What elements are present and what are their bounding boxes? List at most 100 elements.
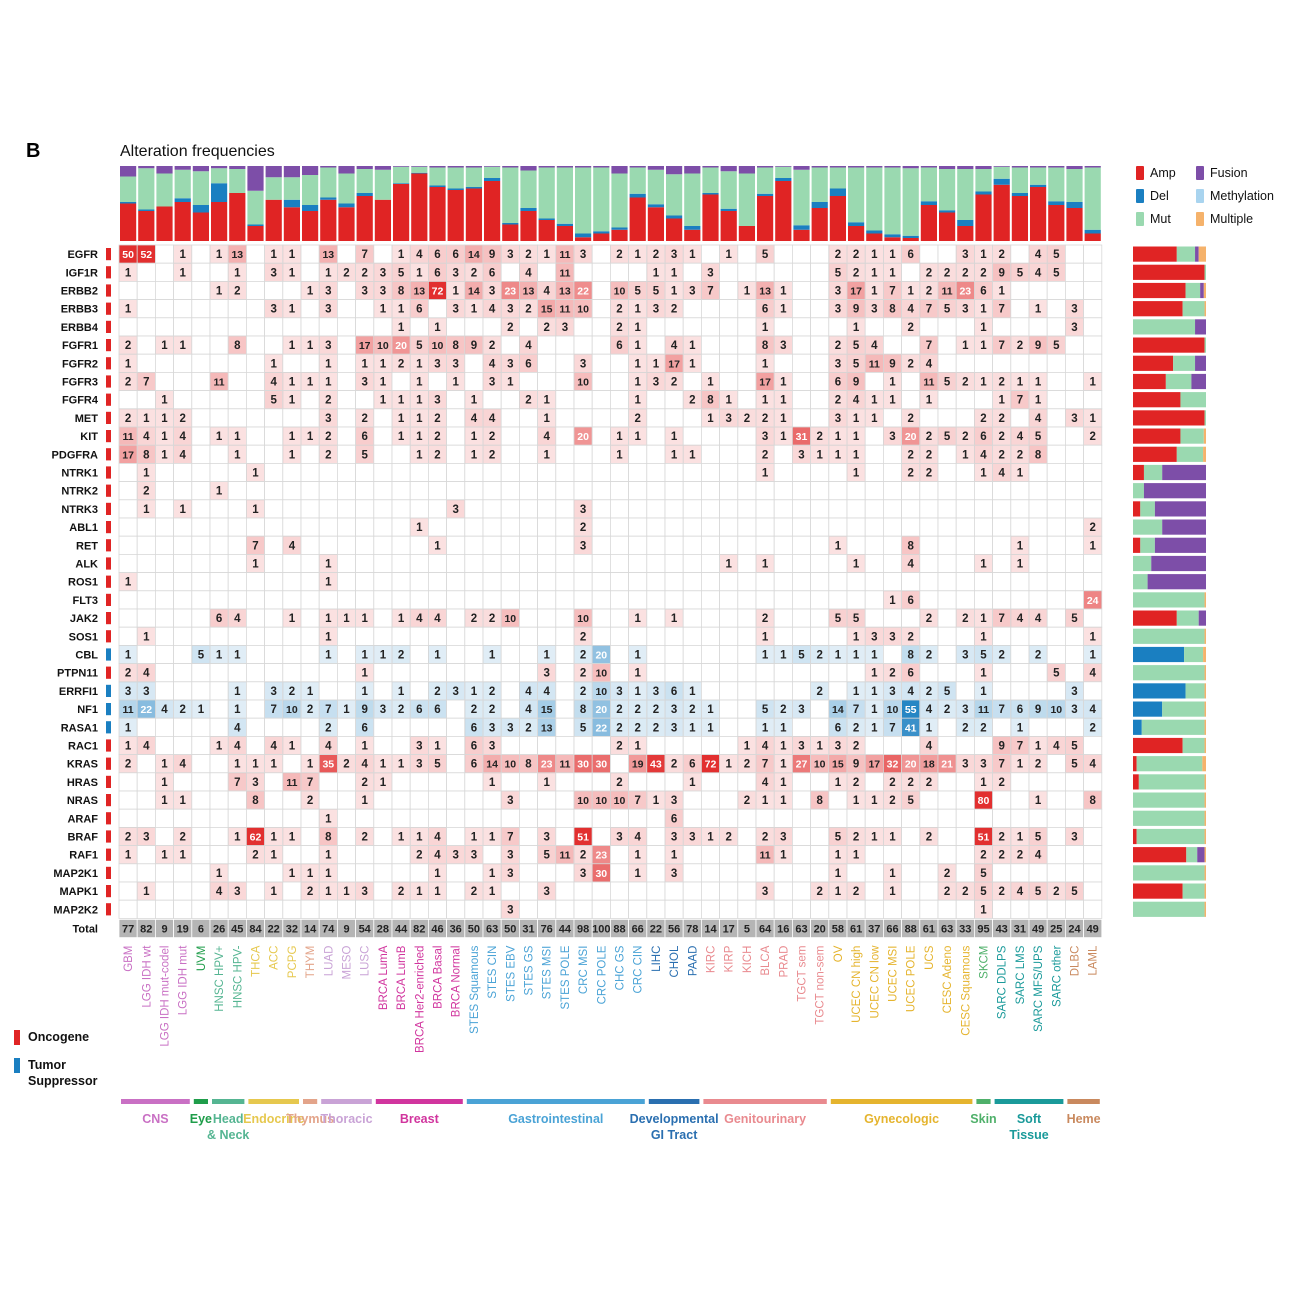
heatmap-cell — [264, 408, 284, 428]
group-label: Heme — [1067, 1112, 1101, 1126]
heatmap-cell — [701, 845, 721, 865]
heatmap-cell — [154, 280, 174, 300]
heatmap-cell — [1046, 499, 1066, 519]
cell-value: 7 — [252, 540, 258, 552]
heatmap-cell — [1065, 717, 1085, 737]
heatmap-cell — [227, 626, 247, 646]
cell-value: 5 — [1035, 832, 1042, 844]
heatmap-cell — [118, 899, 138, 919]
heatmap-cell — [464, 353, 484, 373]
cell-value: 3 — [507, 904, 513, 916]
heatmap-cell — [336, 845, 356, 865]
group-label: Gastrointestinal — [508, 1112, 603, 1126]
gene-label: ARAF — [67, 813, 98, 825]
cell-value: 1 — [216, 286, 223, 298]
cell-value: 5 — [835, 267, 842, 279]
heatmap-cell — [482, 663, 502, 683]
cell-value: 7 — [889, 286, 895, 298]
cell-value: 1 — [361, 668, 368, 680]
cell-value: 8 — [525, 759, 532, 771]
heatmap-cell — [482, 517, 502, 537]
cell-value: 4 — [471, 413, 478, 425]
cell-value: 3 — [762, 431, 768, 443]
heatmap-cell — [864, 535, 884, 555]
heatmap-cell — [500, 572, 520, 592]
cell-value: 10 — [1050, 704, 1062, 716]
total-value: 46 — [431, 924, 443, 936]
cell-value: 1 — [543, 249, 550, 261]
top-bar-segment-mut — [429, 167, 446, 186]
heatmap-cell — [154, 808, 174, 828]
top-bar-segment-fusion — [884, 166, 901, 168]
heatmap-cell — [136, 554, 156, 574]
heatmap-cell — [719, 317, 739, 337]
cell-value: 1 — [252, 759, 259, 771]
top-bar-segment-mut — [593, 167, 610, 232]
heatmap-cell — [500, 335, 520, 355]
heatmap-cell — [810, 863, 830, 883]
heatmap-cell — [1046, 790, 1066, 810]
cell-value: 1 — [980, 613, 987, 625]
heatmap-cell — [1028, 681, 1048, 701]
top-bar-segment-del — [611, 227, 628, 230]
heatmap-cell — [773, 517, 793, 537]
cell-value: 9 — [361, 704, 367, 716]
cell-value: 1 — [889, 832, 896, 844]
heatmap-cell — [701, 899, 721, 919]
cell-value: 2 — [926, 777, 932, 789]
heatmap-cell — [318, 790, 338, 810]
cell-value: 1 — [216, 868, 223, 880]
heatmap-cell — [373, 808, 393, 828]
top-bar-segment-amp — [611, 229, 628, 241]
total-value: 78 — [686, 924, 698, 936]
side-bar-segment-amp — [1133, 464, 1144, 481]
cell-value: 3 — [889, 431, 895, 443]
cell-value: 2 — [998, 850, 1004, 862]
heatmap-cell — [591, 444, 611, 464]
cell-value: 2 — [289, 686, 295, 698]
heatmap-cell — [1065, 353, 1085, 373]
heatmap-cell — [610, 517, 630, 537]
top-bar-segment-fusion — [538, 166, 555, 168]
heatmap-cell — [810, 590, 830, 610]
cell-value: 22 — [140, 704, 152, 716]
total-value: 63 — [795, 924, 807, 936]
top-bar-segment-mut — [211, 168, 228, 184]
total-value: 9 — [161, 924, 167, 936]
top-bar-segment-mut — [757, 167, 774, 194]
heatmap-cell — [919, 572, 939, 592]
cell-value: 1 — [1035, 395, 1042, 407]
cell-value: 8 — [907, 650, 914, 662]
top-bar-segment-fusion — [265, 166, 282, 178]
cell-value: 4 — [1035, 850, 1042, 862]
top-bar-segment-amp — [702, 194, 719, 241]
cell-value: 2 — [343, 267, 349, 279]
top-bar-segment-mut — [811, 167, 828, 202]
heatmap-cell — [682, 626, 702, 646]
cell-value: 1 — [289, 340, 296, 352]
cell-value: 4 — [907, 304, 914, 316]
heatmap-cell — [955, 390, 975, 410]
heatmap-cell — [1046, 754, 1066, 774]
heatmap-cell — [500, 462, 520, 482]
cell-value: 1 — [853, 431, 860, 443]
cell-value: 4 — [762, 741, 769, 753]
cell-value: 2 — [125, 832, 131, 844]
cell-value: 13 — [231, 249, 243, 261]
cell-value: 6 — [671, 686, 677, 698]
heatmap-cell — [555, 408, 575, 428]
cell-value: 2 — [762, 613, 768, 625]
legend-multiple: Multiple — [1196, 212, 1253, 226]
cell-value: 1 — [325, 813, 332, 825]
cell-value: 2 — [471, 613, 477, 625]
cell-value: 1 — [671, 613, 678, 625]
heatmap-cell — [955, 554, 975, 574]
heatmap-cell — [209, 808, 229, 828]
cell-value: 8 — [452, 340, 459, 352]
top-bar-segment-mut — [374, 169, 391, 200]
heatmap-cell — [300, 462, 320, 482]
heatmap-cell — [883, 808, 903, 828]
side-bar-segment-amp — [1133, 282, 1186, 299]
heatmap-cell — [828, 899, 848, 919]
heatmap-cell — [628, 772, 648, 792]
